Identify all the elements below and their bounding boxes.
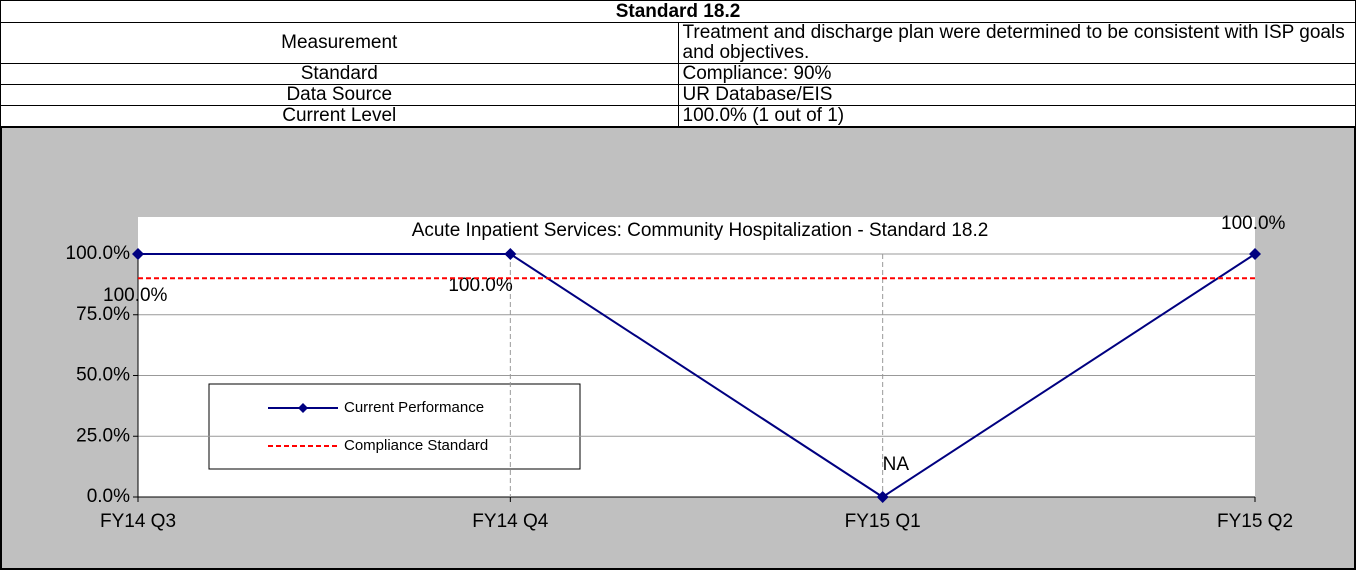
- data-label: 100.0%: [448, 275, 513, 296]
- row-value: 100.0% (1 out of 1): [677, 105, 1356, 127]
- x-tick-label: FY15 Q1: [845, 511, 921, 532]
- data-label: NA: [883, 454, 910, 475]
- row-value: Treatment and discharge plan were determ…: [677, 22, 1356, 64]
- legend: [208, 383, 581, 470]
- row-key: Standard: [0, 63, 679, 85]
- y-tick-label: 0.0%: [87, 486, 130, 507]
- y-tick-label: 75.0%: [76, 304, 130, 325]
- legend-label: Current Performance: [344, 399, 484, 416]
- marker: [1249, 248, 1261, 260]
- data-label: 100.0%: [103, 285, 168, 306]
- marker: [132, 248, 144, 260]
- marker: [876, 491, 889, 503]
- legend-marker: [298, 403, 308, 413]
- y-tick-label: 50.0%: [76, 365, 130, 386]
- table-title: Standard 18.2: [0, 0, 1356, 23]
- marker: [504, 248, 517, 260]
- info-table: Standard 18.2 Measurement Treatment and d…: [0, 0, 1356, 127]
- x-tick-label: FY14 Q3: [100, 511, 176, 532]
- x-tick-label: FY15 Q2: [1217, 511, 1293, 532]
- data-label: 100.0%: [1221, 213, 1286, 234]
- row-key: Current Level: [0, 105, 679, 127]
- series-line: [138, 253, 1256, 499]
- row-value: UR Database/EIS: [677, 84, 1356, 106]
- y-tick-label: 100.0%: [66, 243, 131, 264]
- row-key: Measurement: [0, 22, 679, 64]
- legend-label: Compliance Standard: [344, 437, 488, 454]
- x-tick-label: FY14 Q4: [472, 511, 548, 532]
- row-key: Data Source: [0, 84, 679, 106]
- y-tick-label: 25.0%: [76, 425, 130, 446]
- chart-title: Acute Inpatient Services: Community Hosp…: [412, 220, 989, 241]
- chart: Acute Inpatient Services: Community Hosp…: [0, 127, 1356, 570]
- row-value: Compliance: 90%: [677, 63, 1356, 85]
